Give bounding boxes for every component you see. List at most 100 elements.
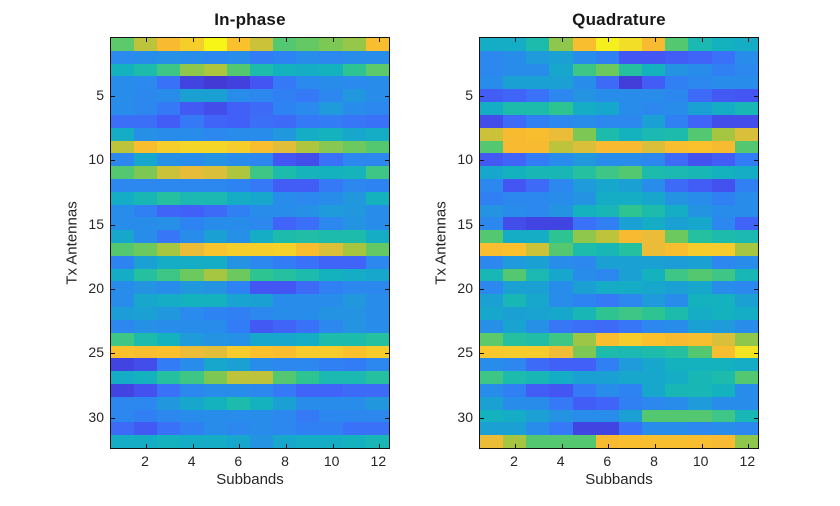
heatmap-cell (618, 383, 643, 397)
x-tick-mark (239, 444, 241, 448)
heatmap-cell (342, 345, 366, 359)
heatmap-cell (526, 102, 550, 115)
heatmap-cell (226, 204, 250, 218)
heatmap-cell (480, 191, 504, 205)
x-tick-mark (379, 444, 381, 448)
heatmap-cell (572, 89, 596, 103)
heatmap-cell (572, 76, 596, 90)
heatmap-cell (157, 38, 181, 51)
heatmap-cell (180, 358, 204, 372)
heatmap-cell (526, 319, 550, 333)
heatmap-cell (226, 268, 250, 282)
heatmap-cell (480, 396, 504, 410)
heatmap-cell (319, 281, 343, 295)
heatmap-cell (203, 396, 227, 410)
heatmap-cell (595, 294, 619, 308)
heatmap-cell (342, 114, 366, 128)
heatmap-cell (180, 38, 204, 51)
heatmap-cell (711, 383, 735, 397)
heatmap-cell (180, 63, 204, 77)
heatmap-cell (734, 50, 758, 64)
heatmap-cell (618, 358, 643, 372)
heatmap-cell (642, 409, 666, 423)
heatmap-cell (665, 38, 689, 51)
heatmap-cell (665, 371, 689, 384)
heatmap-cell (595, 358, 619, 372)
heatmap-cell (480, 319, 504, 333)
heatmap-cell (618, 332, 643, 346)
heatmap-cell (549, 243, 573, 256)
heatmap-cell (549, 319, 573, 333)
heatmap-cell (203, 243, 227, 256)
heatmap-cell (180, 383, 204, 397)
heatmap-cell (688, 63, 712, 77)
heatmap-cell (296, 268, 320, 282)
heatmap-cell (526, 332, 550, 346)
heatmap-cell (503, 76, 527, 90)
heatmap-cell (342, 396, 366, 410)
heatmap-cell (665, 204, 689, 218)
heatmap-cell (226, 102, 250, 115)
heatmap-cell (203, 255, 227, 269)
heatmap-cell (688, 358, 712, 372)
heatmap-cell (595, 50, 619, 64)
heatmap-cell (203, 409, 227, 423)
heatmap-cell (273, 76, 297, 90)
heatmap-cell (526, 38, 550, 51)
heatmap-cell (572, 358, 596, 372)
heatmap-cell (180, 255, 204, 269)
heatmap-cell (157, 127, 181, 141)
heatmap-cell (503, 230, 527, 243)
y-tick-mark (111, 353, 115, 355)
heatmap-cell (711, 422, 735, 436)
heatmap-cell (226, 217, 250, 231)
heatmap-cell (319, 435, 343, 448)
heatmap-cell (595, 307, 619, 320)
heatmap-cell (549, 307, 573, 320)
heatmap-cell (226, 358, 250, 372)
heatmap-cell (249, 153, 274, 167)
y-tick-label: 10 (88, 151, 104, 168)
y-tick-mark (385, 417, 389, 419)
heatmap-cell (734, 422, 758, 436)
heatmap-cell (734, 358, 758, 372)
x-tick-mark (192, 444, 194, 448)
x-tick-mark (286, 38, 287, 42)
heatmap-cell (273, 153, 297, 167)
heatmap-cell (549, 50, 573, 64)
heatmap-cell (365, 371, 389, 384)
heatmap-cell (549, 383, 573, 397)
heatmap-cell (273, 358, 297, 372)
heatmap-cell (503, 255, 527, 269)
heatmap-cell (157, 50, 181, 64)
heatmap-cell (503, 140, 527, 154)
inphase-heatmap-grid (111, 38, 389, 448)
heatmap-cell (296, 38, 320, 51)
heatmap-cell (319, 294, 343, 308)
heatmap-cell (642, 345, 666, 359)
x-tick-mark (146, 444, 147, 448)
heatmap-cell (503, 345, 527, 359)
heatmap-cell (249, 409, 274, 423)
heatmap-cell (688, 281, 712, 295)
heatmap-cell (618, 204, 643, 218)
heatmap-cell (503, 268, 527, 282)
heatmap-cell (734, 38, 758, 51)
heatmap-cell (134, 204, 158, 218)
heatmap-cell (249, 230, 274, 243)
heatmap-cell (665, 409, 689, 423)
y-tick-mark (480, 160, 484, 162)
heatmap-cell (642, 435, 666, 448)
heatmap-cell (642, 38, 666, 51)
heatmap-cell (249, 422, 274, 436)
heatmap-cell (734, 89, 758, 103)
heatmap-cell (549, 230, 573, 243)
heatmap-cell (180, 89, 204, 103)
heatmap-cell (642, 140, 666, 154)
heatmap-cell (111, 230, 135, 243)
heatmap-cell (618, 89, 643, 103)
heatmap-cell (665, 63, 689, 77)
heatmap-cell (180, 114, 204, 128)
heatmap-cell (688, 140, 712, 154)
heatmap-cell (572, 166, 596, 179)
